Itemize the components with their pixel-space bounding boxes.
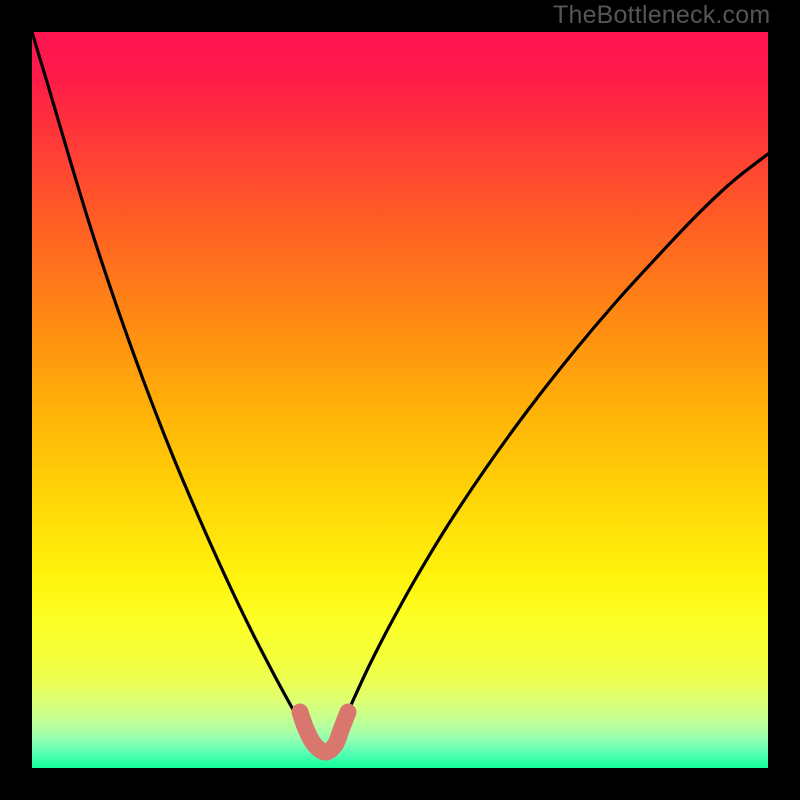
chart-plot-area <box>32 32 768 768</box>
chart-svg <box>32 32 768 768</box>
watermark-text: TheBottleneck.com <box>553 1 770 30</box>
gradient-background <box>32 32 768 768</box>
